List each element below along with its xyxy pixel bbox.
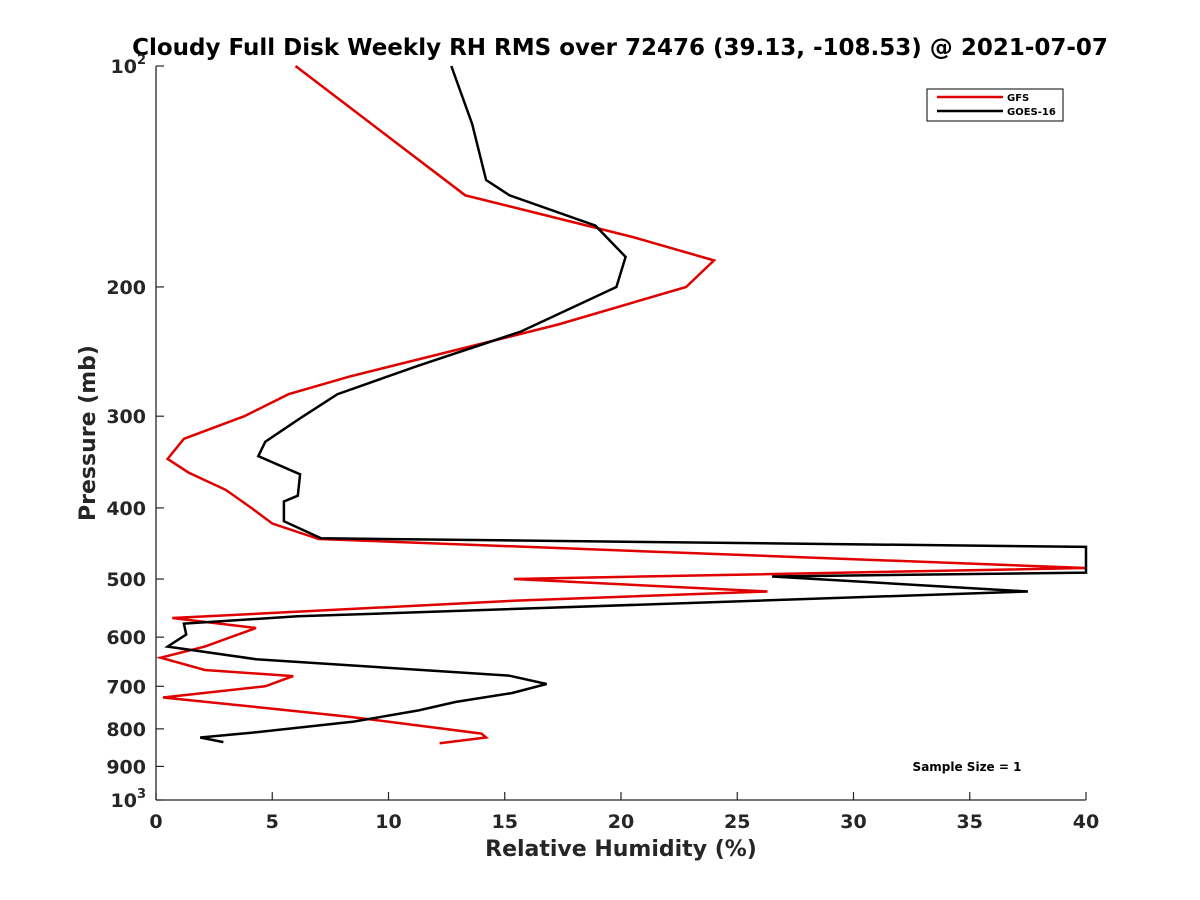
x-tick-label: 35 [957,811,983,833]
x-axis-label: Relative Humidity (%) [485,837,757,862]
sample-size-annotation: Sample Size = 1 [913,760,1022,774]
series-line-goes-16 [164,65,1088,744]
y-tick-label: 700 [106,676,146,698]
y-tick-label: 200 [106,277,146,299]
x-tick-label: 30 [840,811,866,833]
y-tick-label: 900 [106,756,146,778]
y-tick-label: 400 [106,498,146,520]
plot-area: 0 5 10 15 20 25 30 35 40 102 200 300 400 500 600 700 80… [106,53,1099,833]
y-tick-label: 500 [106,569,146,591]
series-layer [155,65,1088,745]
y-tick-label: 102 [111,53,147,78]
x-tick-label: 40 [1073,811,1099,833]
y-ticks: 102 200 300 400 500 600 700 800 900 103 [106,53,164,812]
x-tick-label: 5 [266,811,279,833]
legend: GFS GOES-16 [926,88,1064,122]
y-tick-label: 103 [111,787,147,812]
x-tick-label: 20 [608,811,634,833]
x-ticks: 0 5 10 15 20 25 30 35 40 [149,792,1099,833]
x-tick-label: 25 [724,811,750,833]
y-tick-label: 300 [106,406,146,428]
legend-box [926,88,1064,122]
chart-title: Cloudy Full Disk Weekly RH RMS over 7247… [132,35,1108,61]
legend-label-gfs: GFS [1007,93,1029,104]
x-tick-label: 0 [149,811,162,833]
x-tick-label: 15 [492,811,518,833]
legend-label-goes16: GOES-16 [1007,107,1056,118]
y-axis-label: Pressure (mb) [76,345,101,521]
y-tick-label: 800 [106,719,146,741]
y-tick-label: 600 [106,627,146,649]
x-tick-label: 10 [375,811,401,833]
